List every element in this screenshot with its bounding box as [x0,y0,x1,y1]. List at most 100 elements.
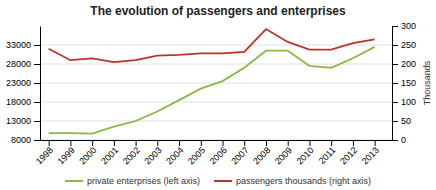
tick-mark [392,102,398,103]
tick: 2012 [338,140,359,166]
tick-label: 23000 [6,78,31,88]
tick-mark [34,121,40,122]
tick: 2008 [251,140,272,166]
tick: 2011 [317,140,338,166]
chart: 1998199920002001200220032004200520062007… [0,0,436,190]
tick: 50 [392,116,411,126]
tick-mark [179,140,180,146]
tick-label: 150 [401,78,416,88]
tick: 2009 [273,140,294,166]
tick: 2010 [295,140,316,166]
tick-label: 100 [401,97,416,107]
legend-item: passengers thousands (right axis) [214,176,371,186]
tick-label: 13000 [6,116,31,126]
tick: 2007 [229,140,250,166]
tick-mark [331,140,332,146]
y2-axis: 0 50 100 150 200 250 300 [392,21,416,145]
tick: 18000 [6,97,40,107]
tick-label: 2009 [273,145,294,166]
tick-mark [288,140,289,146]
tick-mark [49,140,50,146]
tick-label: 2005 [186,145,207,166]
tick: 1999 [56,140,77,166]
tick: 150 [392,78,416,88]
tick-label: 2013 [360,145,381,166]
tick-mark [157,140,158,146]
chart-container: 1998199920002001200220032004200520062007… [0,0,436,190]
tick-mark [34,102,40,103]
tick-mark [34,83,40,84]
tick: 2001 [99,140,120,166]
tick-label: 2001 [99,145,120,166]
tick-label: 1998 [34,145,55,166]
tick-label: 300 [401,21,416,31]
tick: 2004 [164,140,185,166]
tick-mark [392,26,398,27]
tick-mark [266,140,267,146]
tick-mark [34,140,40,141]
tick-mark [375,140,376,146]
tick-label: 2000 [77,145,98,166]
tick-label: 50 [401,116,411,126]
tick-label: 200 [401,59,416,69]
tick: 8000 [11,135,40,145]
tick: 300 [392,21,416,31]
tick: 2006 [208,140,229,166]
axis-title: Thousands [422,60,432,105]
tick-label: 33000 [6,40,31,50]
tick-mark [392,121,398,122]
tick-mark [201,140,202,146]
tick-mark [353,140,354,146]
tick-mark [92,140,93,146]
tick: 250 [392,40,416,50]
legend-swatch [65,180,83,182]
title: The evolution of passengers and enterpri… [90,4,346,18]
tick-mark [114,140,115,146]
axis-line [40,27,41,141]
tick-label: 2003 [142,145,163,166]
tick-mark [223,140,224,146]
tick: 2003 [142,140,163,166]
tick-label: 18000 [6,97,31,107]
tick-label: 2007 [229,145,250,166]
tick-mark [392,140,398,141]
tick: 200 [392,59,416,69]
tick-mark [392,83,398,84]
tick-label: 1999 [56,145,77,166]
grid-line [40,45,392,46]
tick-mark [244,140,245,146]
legend-label: passengers thousands (right axis) [236,176,371,186]
legend-item: private enterprises (left axis) [65,176,200,186]
tick-label: 0 [401,135,406,145]
tick-label: 28000 [6,59,31,69]
tick-mark [70,140,71,146]
tick-label: 2011 [317,145,338,166]
tick-label: 2010 [295,145,316,166]
grid-line [40,102,392,103]
axis-line [41,140,393,141]
grid-line [40,121,392,122]
tick-label: 250 [401,40,416,50]
tick-label: 2002 [121,145,142,166]
tick-label: 8000 [11,135,31,145]
tick-mark [34,45,40,46]
tick-mark [136,140,137,146]
tick: 100 [392,97,416,107]
tick: 2002 [121,140,142,166]
tick-mark [392,64,398,65]
tick-label: 2006 [208,145,229,166]
tick: 2013 [360,140,381,166]
x-axis: 1998199920002001200220032004200520062007… [34,140,393,166]
legend-label: private enterprises (left axis) [87,176,200,186]
y-axis: 8000 13000 18000 23000 28000 33000 [6,27,41,146]
tick: 13000 [6,116,40,126]
legend: private enterprises (left axis) passenger… [65,176,371,186]
tick: 1998 [34,140,55,166]
plot-area [49,29,375,133]
series-line [49,29,375,62]
tick: 23000 [6,78,40,88]
tick-mark [309,140,310,146]
tick: 2005 [186,140,207,166]
legend-swatch [214,180,232,182]
tick: 0 [392,135,406,145]
